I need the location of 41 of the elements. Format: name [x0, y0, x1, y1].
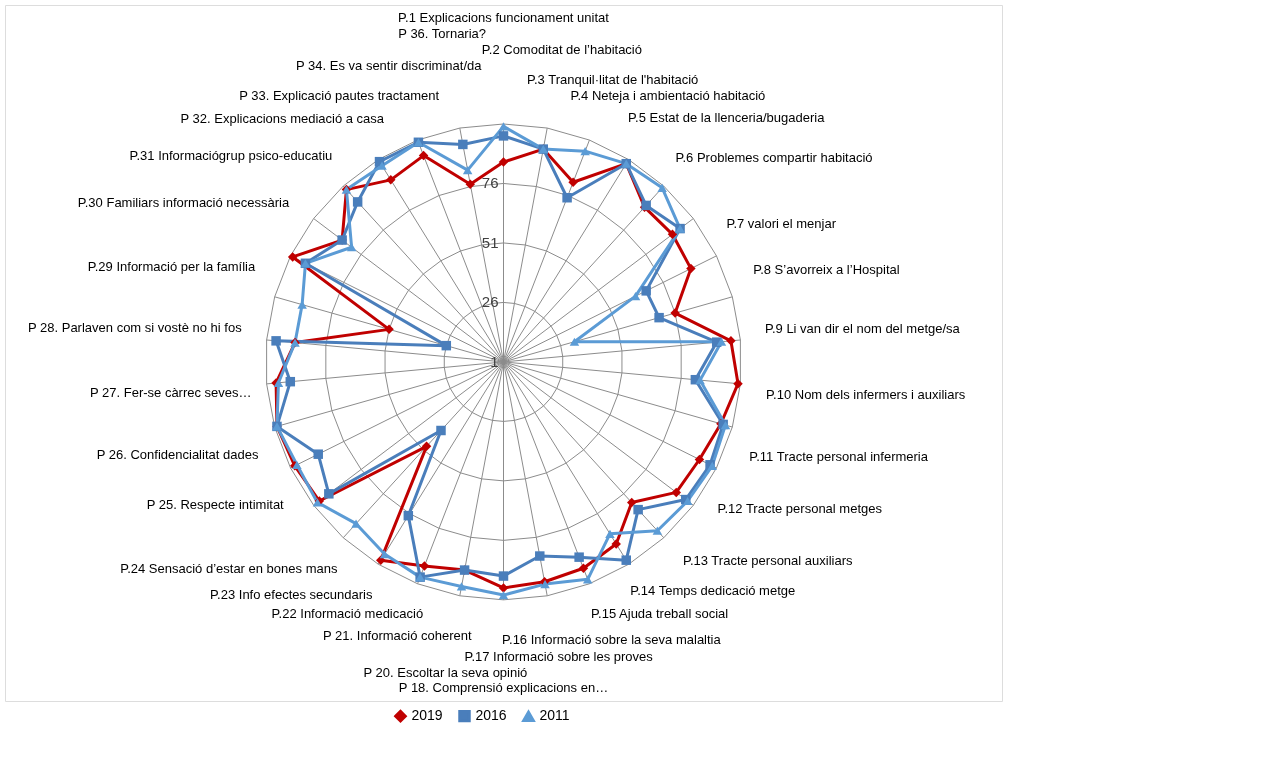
spoke-label: P 32. Explicacions mediació a casa — [180, 111, 385, 127]
spoke-label: P 18. Comprensió explicacions en… — [398, 680, 609, 696]
spoke-label: P.15 Ajuda treball social — [591, 606, 729, 622]
spoke-label: P 25. Respecte intimitat — [146, 497, 285, 513]
spoke-label: P 27. Fer-se càrrec seves… — [89, 384, 252, 400]
legend-label: 2011 — [539, 707, 570, 724]
spoke-label: P.4 Neteja i ambientació habitació — [570, 88, 766, 104]
legend-label: 2019 — [411, 707, 443, 724]
spoke-label: P.9 Li van dir el nom del metge/sa — [764, 320, 961, 336]
y-tick-label: 51 — [481, 233, 499, 251]
spoke-label: P.12 Tracte personal metges — [717, 501, 883, 517]
spoke-label: P.30 Familiars informació necessària — [77, 194, 290, 210]
spoke-label: P.22 Informació medicació — [271, 606, 424, 622]
spoke-label: P.6 Problemes compartir habitació — [675, 149, 873, 165]
spoke-label: P.11 Tracte personal infermeria — [749, 449, 929, 465]
spoke-label: P.14 Temps dedicació metge — [630, 583, 796, 599]
spoke-label: P 21. Informació coherent — [323, 627, 473, 643]
spoke-label: P.13 Tracte personal auxiliars — [682, 553, 853, 569]
spoke-label: P.24 Sensació d’estar en bones mans — [120, 561, 338, 577]
spoke-label: P 33. Explicació pautes tractament — [239, 88, 440, 104]
spoke-label: P 36. Tornaria? — [398, 25, 487, 41]
spoke-label: P.5 Estat de la llenceria/bugaderia — [628, 109, 826, 125]
spoke-label: P.23 Info efectes secundaris — [210, 586, 373, 602]
spoke-label: P.16 Informació sobre la seva malaltia — [502, 632, 722, 648]
spoke-label: P.3 Tranquil·litat de l'habitació — [526, 72, 699, 88]
spoke-label: P.2 Comoditat de l’habitació — [481, 41, 642, 57]
spoke-label: P.29 Informació per la família — [87, 259, 256, 275]
y-tick-label: 1 — [490, 352, 499, 370]
spoke-label: P 34. Es va sentir discriminat/da — [296, 57, 483, 73]
spoke-label: P.31 Informaciógrup psico-educatiu — [129, 148, 333, 164]
y-tick-label: 26 — [481, 293, 499, 311]
y-tick-label: 76 — [481, 174, 499, 192]
spoke-label: P.8 S’avorreix a l’Hospital — [753, 262, 900, 278]
spoke-label: P.1 Explicacions funcionament unitat — [398, 9, 610, 25]
spoke-label: P 26. Confidencialitat dades — [96, 446, 259, 462]
spoke-label: P.17 Informació sobre les proves — [464, 648, 654, 664]
spoke-label: P.7 valori el menjar — [726, 215, 837, 231]
spoke-label: P 28. Parlaven com si vostè no hi fos — [27, 319, 243, 335]
legend-label: 2016 — [475, 707, 507, 724]
spoke-label: P 20. Escoltar la seva opinió — [363, 664, 528, 680]
spoke-label: P.10 Nom dels infermers i auxiliars — [766, 387, 966, 403]
